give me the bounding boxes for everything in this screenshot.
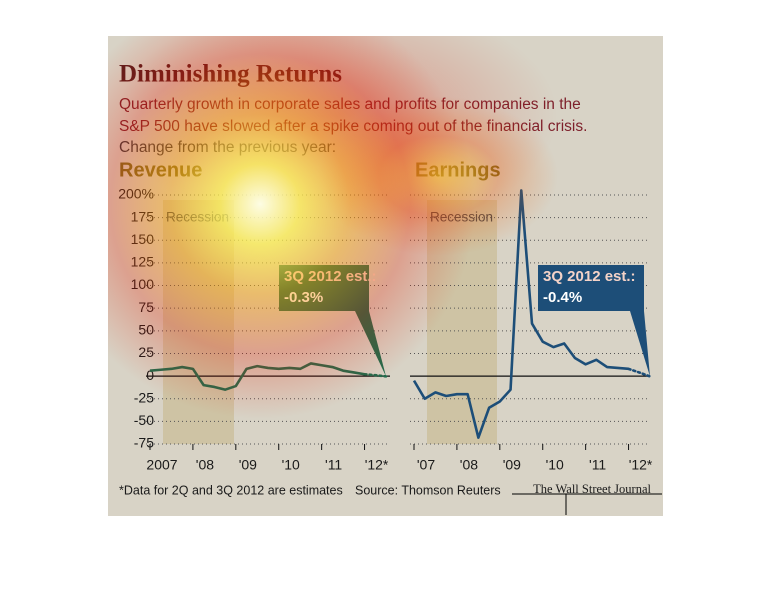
subtitle: S&P 500 have slowed after a spike coming… xyxy=(119,118,587,135)
y-tick-label: 150 xyxy=(131,231,155,247)
callout-value: -0.4% xyxy=(543,289,582,306)
x-tick-label: '12* xyxy=(629,457,653,473)
x-tick-label: '10 xyxy=(546,457,564,473)
y-tick-label: -75 xyxy=(134,435,154,451)
y-tick-label: 200% xyxy=(118,186,154,202)
source: Source: Thomson Reuters xyxy=(355,483,501,497)
y-tick-label: 50 xyxy=(138,322,154,338)
footnote: *Data for 2Q and 3Q 2012 are estimates xyxy=(119,483,343,497)
shade-label: Recession xyxy=(430,210,493,225)
y-tick-label: 125 xyxy=(131,254,155,270)
x-tick-label: '07 xyxy=(417,457,435,473)
panel-title: Revenue xyxy=(119,159,202,181)
panel-title: Earnings xyxy=(415,159,501,181)
y-tick-label: 100 xyxy=(131,276,155,292)
x-tick-label: '11 xyxy=(589,457,606,473)
recession-shade xyxy=(163,200,234,444)
y-tick-label: 75 xyxy=(138,299,154,315)
note: Change from the previous year: xyxy=(119,139,336,156)
callout-title: 3Q 2012 est.: xyxy=(284,268,377,285)
y-tick-label: 175 xyxy=(131,208,155,224)
callout-title: 3Q 2012 est.: xyxy=(543,268,636,285)
y-tick-label: -50 xyxy=(134,412,154,428)
shade-label: Recession xyxy=(166,210,229,225)
chart-title: Diminishing Returns xyxy=(119,61,342,88)
y-tick-label: -25 xyxy=(134,389,154,405)
x-tick-label: '09 xyxy=(239,457,257,473)
x-tick-label: '11 xyxy=(325,457,342,473)
x-tick-label: '09 xyxy=(503,457,521,473)
subtitle: Quarterly growth in corporate sales and … xyxy=(119,96,581,113)
callout-value: -0.3% xyxy=(284,289,323,306)
x-tick-label: 2007 xyxy=(146,457,177,473)
recession-shade xyxy=(427,200,497,444)
y-tick-label: 25 xyxy=(138,344,154,360)
x-tick-label: '08 xyxy=(196,457,214,473)
x-tick-label: '12* xyxy=(365,457,389,473)
x-tick-label: '08 xyxy=(460,457,478,473)
x-tick-label: '10 xyxy=(282,457,300,473)
